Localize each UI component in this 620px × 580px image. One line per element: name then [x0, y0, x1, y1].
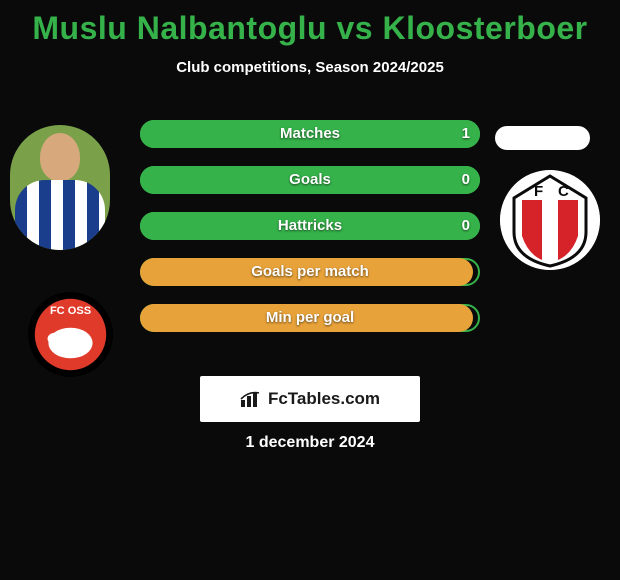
- stat-label: Hattricks: [140, 212, 480, 240]
- badge-right-letter-c: C: [558, 183, 569, 200]
- stat-label: Min per goal: [140, 304, 480, 332]
- badge-animal-head: [48, 333, 63, 345]
- fc-utrecht-badge-svg: F C: [500, 170, 600, 270]
- page-title: Muslu Nalbantoglu vs Kloosterboer: [0, 0, 620, 47]
- stat-row-min-per-goal: Min per goal: [140, 304, 480, 332]
- date-text: 1 december 2024: [0, 434, 620, 452]
- stat-row-goals-per-match: Goals per match: [140, 258, 480, 286]
- stat-label: Goals per match: [140, 258, 480, 286]
- stat-row-hattricks: Hattricks0: [140, 212, 480, 240]
- avatar-jersey: [15, 180, 105, 250]
- player-avatar: [10, 125, 110, 250]
- club-badge-left: FC OSS: [28, 292, 113, 377]
- stat-row-matches: Matches1: [140, 120, 480, 148]
- stat-value: 0: [462, 212, 470, 240]
- stat-bars: Matches1Goals0Hattricks0Goals per matchM…: [140, 120, 480, 350]
- bars-icon: [240, 390, 262, 408]
- brand-text: FcTables.com: [268, 389, 380, 409]
- stat-label: Matches: [140, 120, 480, 148]
- club-badge-right: F C: [500, 170, 600, 270]
- stat-label: Goals: [140, 166, 480, 194]
- brand-logo-box: FcTables.com: [200, 376, 420, 422]
- fc-oss-badge-svg: FC OSS: [28, 292, 113, 377]
- avatar-head-shape: [40, 133, 80, 181]
- stat-row-goals: Goals0: [140, 166, 480, 194]
- page-subtitle: Club competitions, Season 2024/2025: [0, 59, 620, 76]
- stat-value: 0: [462, 166, 470, 194]
- player-placeholder-pill: [495, 126, 590, 150]
- badge-right-letter-f: F: [534, 183, 543, 200]
- badge-left-text: FC OSS: [50, 305, 91, 317]
- stat-value: 1: [462, 120, 470, 148]
